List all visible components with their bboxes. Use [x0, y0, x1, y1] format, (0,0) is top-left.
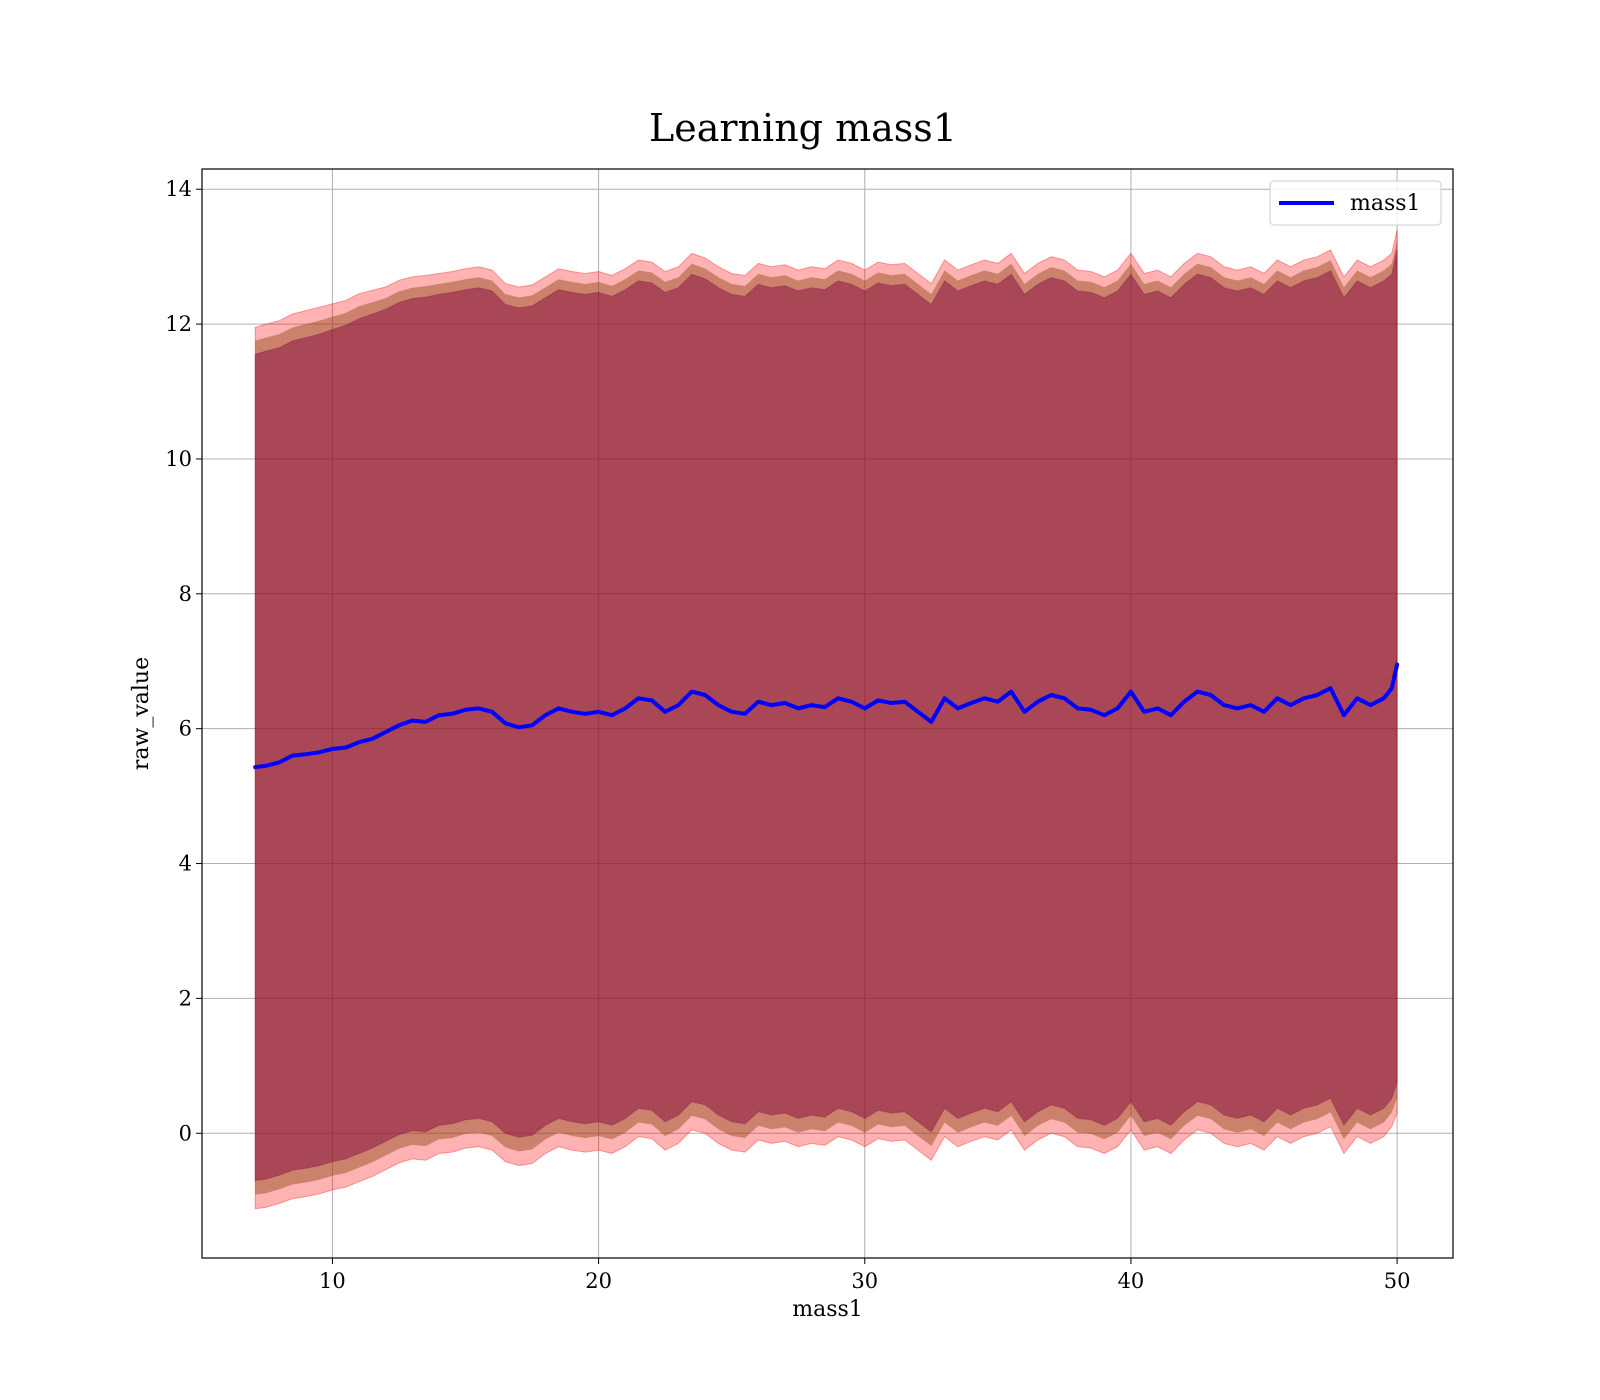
x-tick-label: 40: [1118, 1269, 1145, 1293]
y-tick-label: 14: [165, 177, 192, 201]
y-tick-label: 4: [179, 852, 192, 876]
x-axis-ticks: 10 20 30 40 50: [319, 1258, 1410, 1293]
plot-frame: [201, 168, 1454, 1259]
confidence-bands: [254, 229, 1398, 1210]
grid: [202, 169, 1453, 1258]
band-outer: [254, 229, 1398, 1210]
y-tick-label: 2: [179, 986, 192, 1010]
chart-title: Learning mass1: [649, 106, 957, 150]
x-axis-label: mass1: [792, 1297, 863, 1322]
band-middle: [255, 239, 1398, 1195]
y-tick-label: 6: [179, 717, 192, 741]
y-tick-label: 10: [165, 447, 192, 471]
x-tick-label: 30: [851, 1269, 878, 1293]
y-axis-label: raw_value: [129, 657, 154, 770]
y-axis-ticks: 0 2 4 6 8 10 12 14: [165, 177, 202, 1145]
x-tick-label: 50: [1384, 1269, 1411, 1293]
band-inner: [254, 249, 1398, 1182]
legend-box: [1269, 180, 1442, 226]
y-tick-label: 8: [179, 582, 192, 606]
y-tick-label: 0: [179, 1121, 192, 1145]
x-tick-label: 20: [585, 1269, 612, 1293]
x-tick-label: 10: [319, 1269, 346, 1293]
legend-label-mass1: mass1: [1350, 191, 1421, 216]
y-tick-label: 12: [165, 312, 192, 336]
legend: mass1: [1269, 180, 1442, 226]
series-lines: [253, 662, 1400, 770]
series-line-mass1: [253, 662, 1400, 770]
